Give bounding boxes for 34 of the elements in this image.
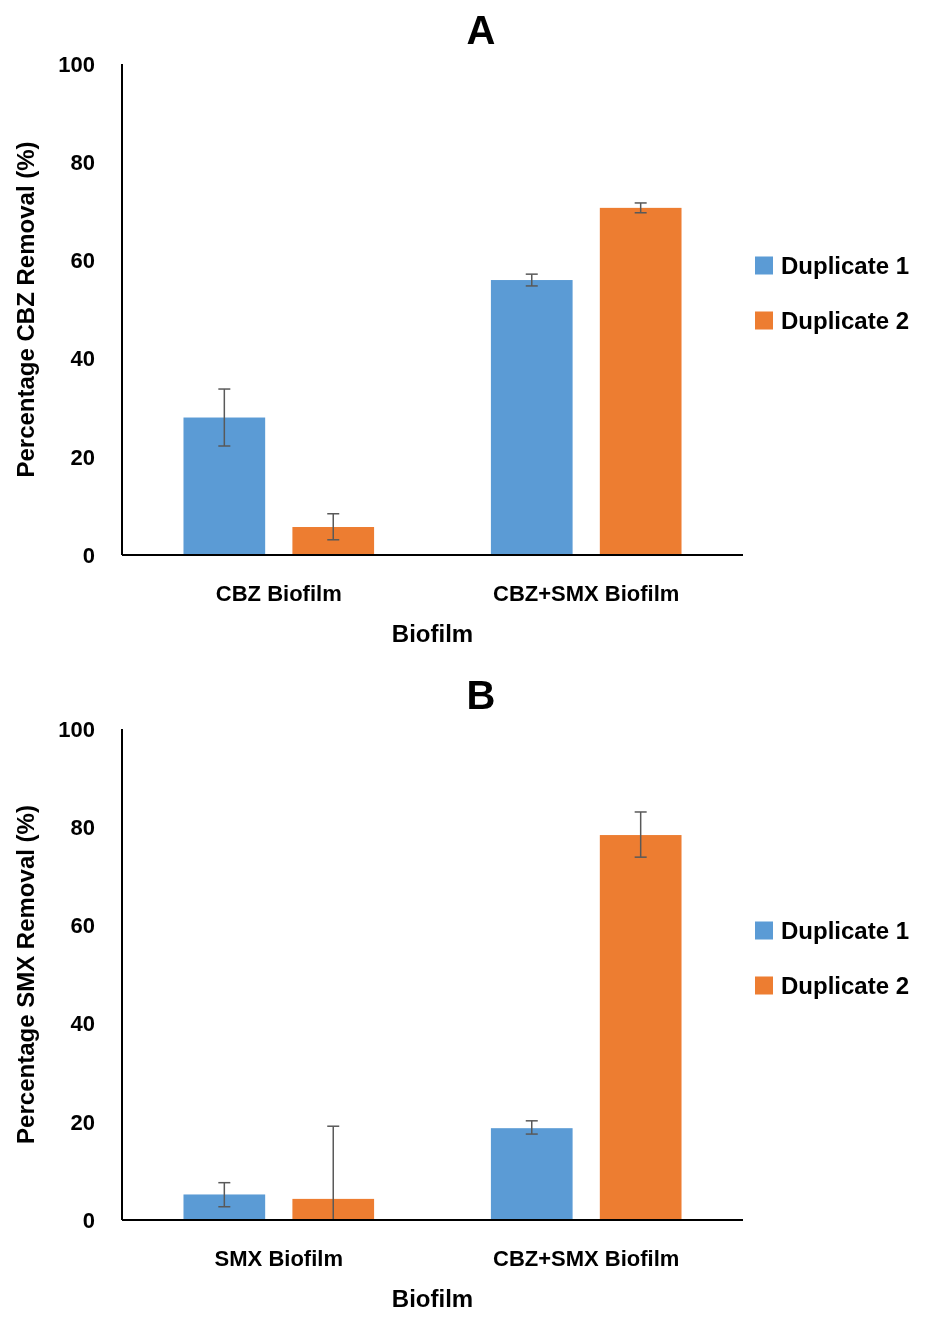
y-tick-label: 0 — [82, 542, 95, 568]
x-axis-title: Biofilm — [391, 620, 474, 647]
bar — [490, 1128, 573, 1220]
y-tick-label: 80 — [70, 149, 95, 175]
bar — [599, 207, 682, 555]
chart-title: B — [466, 673, 496, 717]
x-axis-title: Biofilm — [391, 1285, 474, 1312]
y-tick-label: 0 — [82, 1207, 95, 1233]
bar — [183, 417, 266, 555]
x-tick-label: SMX Biofilm — [214, 1246, 343, 1271]
bar — [183, 1194, 266, 1220]
y-tick-label: 20 — [70, 1109, 95, 1135]
y-axis-title: Percentage SMX Removal (%) — [12, 805, 39, 1144]
legend-label: Duplicate 1 — [781, 251, 910, 279]
bar — [599, 835, 682, 1220]
y-tick-label: 40 — [70, 346, 95, 372]
y-tick-label: 60 — [70, 913, 95, 939]
legend-label: Duplicate 2 — [781, 971, 910, 999]
chart-title: A — [466, 8, 496, 52]
y-axis-title: Percentage CBZ Removal (%) — [12, 141, 39, 478]
legend-label: Duplicate 1 — [781, 916, 910, 944]
y-tick-label: 100 — [58, 51, 95, 77]
x-tick-label: CBZ+SMX Biofilm — [493, 581, 680, 606]
y-tick-label: 20 — [70, 444, 95, 470]
bar — [292, 1198, 375, 1220]
bar — [292, 527, 375, 555]
x-tick-label: CBZ+SMX Biofilm — [493, 1246, 680, 1271]
legend-label: Duplicate 2 — [781, 306, 910, 334]
y-tick-label: 60 — [70, 248, 95, 274]
y-tick-label: 100 — [58, 716, 95, 742]
y-tick-label: 80 — [70, 814, 95, 840]
y-tick-label: 40 — [70, 1011, 95, 1037]
x-tick-label: CBZ Biofilm — [215, 581, 342, 606]
bar — [490, 280, 573, 555]
